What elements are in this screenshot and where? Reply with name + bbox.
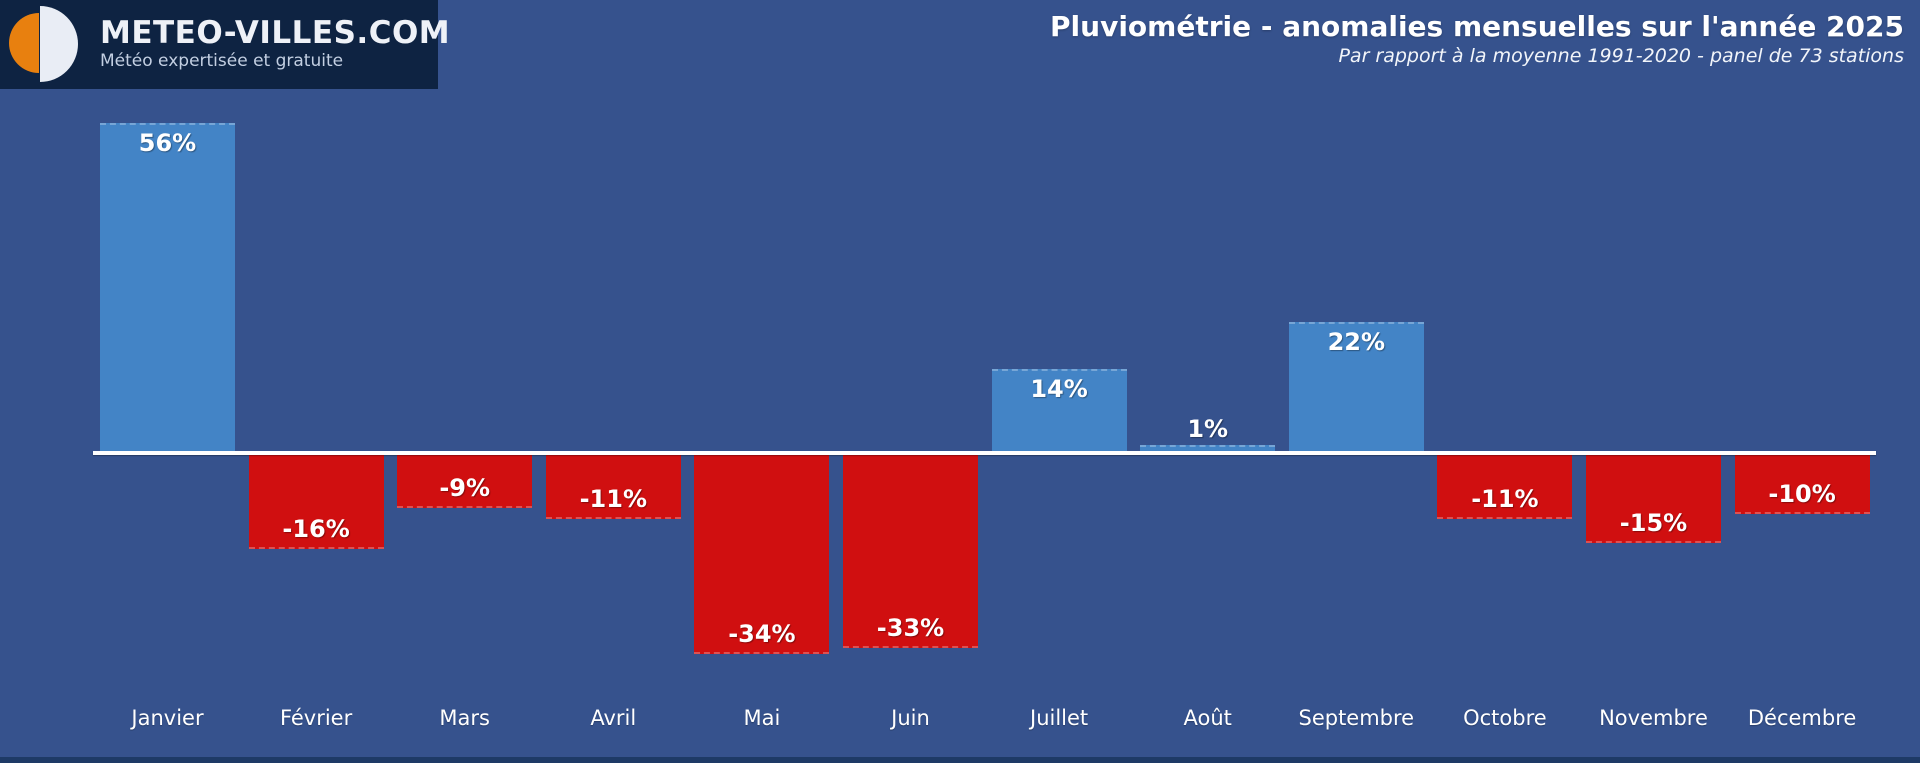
x-axis-label-juin: Juin xyxy=(891,706,930,730)
bar-février xyxy=(248,455,384,549)
bar-janvier xyxy=(100,123,235,451)
meteo-villes-logo: METEO-VILLES.COM Météo expertisée et gra… xyxy=(0,0,451,89)
logo-tagline: Météo expertisée et gratuite xyxy=(100,51,344,71)
bar-value-label: -15% xyxy=(1619,508,1688,537)
chart-title: Pluviométrie - anomalies mensuelles sur … xyxy=(1050,10,1904,43)
x-axis-label-avril: Avril xyxy=(590,706,637,730)
bar-décembre xyxy=(1734,455,1870,514)
sun-moon-logo-icon xyxy=(9,6,81,84)
x-axis-label-mai: Mai xyxy=(743,706,781,730)
bar-value-label: -9% xyxy=(439,473,491,502)
bar-juin xyxy=(843,455,978,649)
bar-value-label: 1% xyxy=(1187,415,1229,444)
bar-septembre xyxy=(1288,322,1424,451)
bar-juillet xyxy=(991,369,1127,451)
bar-value-label: -33% xyxy=(876,614,945,643)
bar-value-label: 22% xyxy=(1327,328,1386,357)
bar-mars xyxy=(397,455,533,508)
bar-value-label: 14% xyxy=(1030,375,1088,404)
bar-mai xyxy=(694,455,830,654)
chart-header: Pluviométrie - anomalies mensuelles sur … xyxy=(1050,10,1904,68)
x-axis-label-mars: Mars xyxy=(439,706,490,730)
x-axis-label-février: Février xyxy=(279,706,353,730)
logo-site-name: METEO-VILLES.COM xyxy=(100,15,451,51)
x-axis-label-octobre: Octobre xyxy=(1463,706,1547,730)
x-axis-label-août: Août xyxy=(1183,706,1232,730)
chart-subtitle: Par rapport à la moyenne 1991-2020 - pan… xyxy=(1338,45,1904,67)
bar-août xyxy=(1140,445,1276,451)
x-axis-label-juillet: Juillet xyxy=(1030,706,1089,730)
bar-value-label: -34% xyxy=(728,619,796,648)
x-axis-label-janvier: Janvier xyxy=(131,706,204,730)
logo-light-half xyxy=(40,6,78,82)
bar-octobre xyxy=(1437,455,1573,520)
bar-novembre xyxy=(1586,455,1721,543)
logo-orange-half xyxy=(9,13,39,73)
bar-value-label: -11% xyxy=(1471,485,1539,514)
x-axis-label-septembre: Septembre xyxy=(1298,706,1415,730)
x-axis-label-décembre: Décembre xyxy=(1747,706,1857,730)
zero-axis-line xyxy=(93,451,1876,455)
bar-value-label: 56% xyxy=(138,129,197,158)
bar-avril xyxy=(545,455,681,520)
logo-text: METEO-VILLES.COM Météo expertisée et gra… xyxy=(100,15,451,71)
bottom-strip xyxy=(0,757,1920,763)
bar-value-label: -10% xyxy=(1768,479,1836,508)
bar-value-label: -11% xyxy=(579,485,647,514)
x-axis-label-novembre: Novembre xyxy=(1599,706,1708,730)
bar-value-label: -16% xyxy=(282,514,350,543)
